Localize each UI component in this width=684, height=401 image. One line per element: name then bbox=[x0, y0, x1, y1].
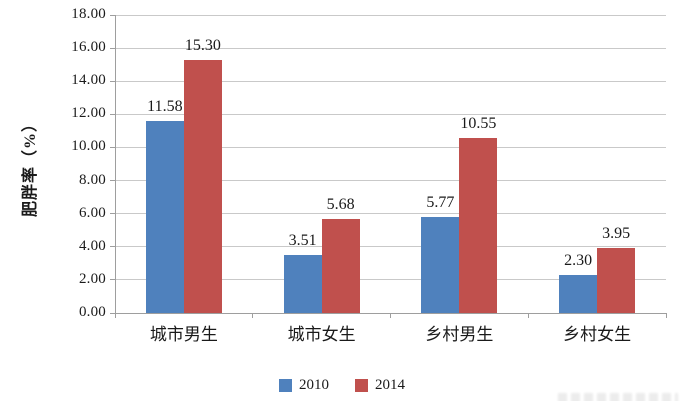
legend-label: 2014 bbox=[375, 377, 405, 393]
y-axis-tick bbox=[110, 312, 115, 314]
gridline bbox=[115, 180, 666, 182]
category-label: 乡村女生 bbox=[563, 325, 632, 344]
gridline bbox=[115, 80, 666, 82]
gridline bbox=[115, 279, 666, 281]
bar-2014 bbox=[321, 218, 360, 313]
x-axis-tick bbox=[252, 313, 254, 318]
legend-item-2010: 2010 bbox=[279, 378, 329, 393]
x-axis-tick bbox=[665, 313, 667, 318]
x-axis-tick bbox=[527, 313, 529, 318]
y-axis-line bbox=[115, 15, 116, 313]
legend-item-2014: 2014 bbox=[355, 378, 405, 393]
category-label: 城市男生 bbox=[149, 325, 218, 344]
y-tick-label: 2.00 bbox=[78, 270, 106, 287]
y-axis-tick bbox=[110, 80, 115, 82]
gridline bbox=[115, 14, 666, 16]
gridline bbox=[115, 213, 666, 215]
bar-value-label: 5.77 bbox=[426, 194, 455, 212]
x-axis-tick bbox=[390, 313, 391, 318]
y-axis-tick bbox=[110, 279, 115, 281]
bar-value-label: 3.95 bbox=[602, 224, 631, 242]
gridline bbox=[115, 47, 666, 49]
y-axis-tick bbox=[110, 246, 115, 248]
y-tick-label: 16.00 bbox=[71, 39, 106, 56]
y-tick-label: 12.00 bbox=[71, 105, 106, 122]
bar-2010 bbox=[559, 274, 598, 313]
bar-value-label: 3.51 bbox=[288, 231, 317, 249]
y-tick-label: 4.00 bbox=[78, 237, 106, 254]
gridline bbox=[115, 113, 666, 115]
bar-value-label: 15.30 bbox=[184, 36, 221, 54]
watermark bbox=[558, 393, 678, 401]
y-axis-tick bbox=[110, 180, 115, 182]
bar-value-label: 5.68 bbox=[326, 195, 355, 213]
gridline bbox=[115, 246, 666, 248]
gridline bbox=[115, 146, 666, 148]
legend-label: 2010 bbox=[299, 377, 329, 393]
legend-swatch-2010 bbox=[279, 379, 292, 392]
y-tick-label: 10.00 bbox=[71, 138, 106, 155]
y-tick-label: 6.00 bbox=[78, 204, 106, 221]
legend-swatch-2014 bbox=[355, 379, 368, 392]
bar-2014 bbox=[597, 247, 636, 313]
legend: 2010 2014 bbox=[0, 378, 684, 393]
y-tick-label: 18.00 bbox=[71, 6, 106, 22]
y-axis-tick bbox=[110, 213, 115, 215]
y-axis-title: 肥胖率（%） bbox=[22, 115, 39, 218]
bar-2010 bbox=[421, 217, 460, 313]
bar-value-label: 11.58 bbox=[147, 98, 183, 116]
category-label: 城市女生 bbox=[287, 325, 356, 344]
bar-2010 bbox=[145, 121, 184, 313]
y-axis-tick bbox=[110, 146, 115, 148]
y-axis-tick bbox=[110, 47, 115, 49]
bar-value-label: 10.55 bbox=[460, 115, 497, 133]
bar-2014 bbox=[459, 138, 498, 313]
y-tick-label: 8.00 bbox=[78, 171, 106, 188]
y-axis-tick bbox=[110, 113, 115, 115]
bar-value-label: 2.30 bbox=[564, 251, 593, 269]
bar-2014 bbox=[183, 59, 222, 313]
bar-2010 bbox=[283, 254, 322, 313]
y-tick-label: 14.00 bbox=[71, 72, 106, 89]
y-tick-label: 0.00 bbox=[78, 304, 106, 320]
x-axis-tick bbox=[114, 313, 116, 318]
y-axis-tick bbox=[110, 14, 115, 16]
category-label: 乡村男生 bbox=[425, 325, 494, 344]
